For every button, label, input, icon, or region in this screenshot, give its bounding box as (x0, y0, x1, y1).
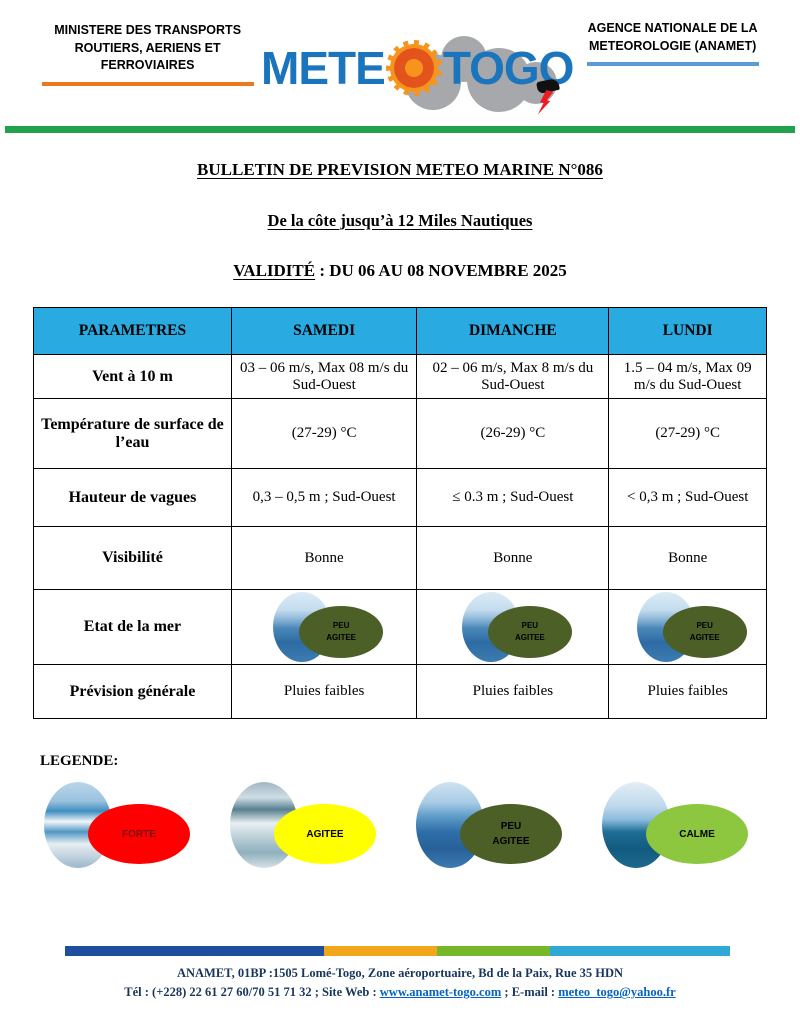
sea-state-label: AGITEE (514, 633, 545, 642)
scope-title: De la côte jusqu’à 12 Miles Nautiques (267, 211, 533, 230)
ministry-line1: MINISTERE DES TRANSPORTS (54, 23, 242, 37)
header: MINISTERE DES TRANSPORTS ROUTIERS, AERIE… (0, 0, 800, 122)
sea-state-badge: PEU AGITEE (265, 592, 384, 662)
col-header-dimanche: DIMANCHE (416, 307, 610, 355)
sea-state-label: PEU (521, 621, 539, 630)
validity-value: : DU 06 AU 08 NOVEMBRE 2025 (315, 261, 567, 280)
legend-item-calme: CALME (602, 780, 748, 875)
row-param: Vent à 10 m (33, 354, 232, 399)
sea-state-badge: PEU AGITEE (454, 592, 572, 662)
footer-bar-segment-cyan (550, 946, 730, 956)
agency-block: AGENCE NATIONALE DE LA METEOROLOGIE (ANA… (567, 16, 778, 66)
table-cell: (27-29) °C (230, 398, 418, 469)
email-link[interactable]: meteo_togo@yahoo.fr (558, 985, 676, 1000)
bulletin-title: BULLETIN DE PREVISION METEO MARINE N°086 (197, 160, 603, 179)
table-cell: < 0,3 m ; Sud-Ouest (608, 468, 767, 527)
legend-item-label: AGITEE (306, 828, 344, 840)
legend-item-label: AGITEE (492, 836, 530, 847)
sea-state-oval: PEU AGITEE (487, 606, 572, 658)
table-row-vagues: Hauteur de vagues 0,3 – 0,5 m ; Sud-Oues… (33, 468, 767, 527)
table-cell: 0,3 – 0,5 m ; Sud-Ouest (230, 468, 418, 527)
legend-item-label: FORTE (122, 828, 156, 840)
table-row-visibilite: Visibilité Bonne Bonne Bonne (33, 526, 767, 590)
legend-oval-peu-agitee: PEU AGITEE (460, 804, 562, 864)
logo-text-left: METE (261, 42, 386, 94)
row-param: Etat de la mer (33, 589, 232, 665)
table-cell: Bonne (608, 526, 767, 590)
col-header-samedi: SAMEDI (230, 307, 418, 355)
lightning-icon (533, 77, 561, 116)
forecast-table: PARAMETRES SAMEDI DIMANCHE LUNDI Vent à … (33, 307, 767, 719)
validity-title: VALIDITÉ : DU 06 AU 08 NOVEMBRE 2025 (0, 261, 800, 281)
legend-item-label: CALME (679, 828, 715, 840)
row-param: Visibilité (33, 526, 232, 590)
table-cell: 02 – 06 m/s, Max 8 m/s du Sud-Ouest (416, 354, 610, 399)
footer-bar-segment-blue (65, 946, 325, 956)
table-cell-sea-state: PEU AGITEE (416, 589, 610, 665)
sea-state-badge: PEU AGITEE (629, 592, 747, 662)
table-row-temperature: Température de surface de l’eau (27-29) … (33, 398, 767, 469)
sea-state-label: AGITEE (689, 633, 720, 642)
table-cell: Pluies faibles (230, 664, 418, 719)
row-param: Hauteur de vagues (33, 468, 232, 527)
table-cell: (27-29) °C (608, 398, 767, 469)
legend-item-peu-agitee: PEU AGITEE (416, 780, 562, 875)
legend-oval-agitee: AGITEE (274, 804, 376, 864)
sun-icon (385, 40, 442, 96)
table-cell: Bonne (416, 526, 610, 590)
green-divider (5, 126, 795, 133)
legend-oval-forte: FORTE (88, 804, 190, 864)
agency-line1: AGENCE NATIONALE DE LA (587, 21, 758, 35)
table-cell-sea-state: PEU AGITEE (608, 589, 767, 665)
ministry-block: MINISTERE DES TRANSPORTS ROUTIERS, AERIE… (28, 16, 267, 86)
footer: ANAMET, 01BP :1505 Lomé-Togo, Zone aérop… (0, 946, 800, 1003)
table-cell: Pluies faibles (416, 664, 610, 719)
footer-email-label: ; E-mail : (501, 985, 559, 1000)
footer-bar-segment-green (437, 946, 551, 956)
sea-state-label: AGITEE (326, 633, 357, 642)
footer-bar-segment-orange (324, 946, 438, 956)
ministry-underline (41, 81, 254, 86)
table-cell: Bonne (230, 526, 418, 590)
table-cell: ≤ 0.3 m ; Sud-Ouest (416, 468, 610, 527)
row-param: Température de surface de l’eau (33, 398, 232, 469)
sea-state-oval: PEU AGITEE (662, 606, 747, 658)
row-param: Prévision générale (33, 664, 232, 719)
col-header-lundi: LUNDI (608, 307, 767, 355)
footer-address: ANAMET, 01BP :1505 Lomé-Togo, Zone aérop… (176, 966, 624, 980)
table-cell: 1.5 – 04 m/s, Max 09 m/s du Sud-Ouest (608, 354, 767, 399)
table-header-row: PARAMETRES SAMEDI DIMANCHE LUNDI (33, 307, 767, 355)
table-row-prevision: Prévision générale Pluies faibles Pluies… (33, 664, 767, 719)
website-link[interactable]: www.anamet-togo.com (379, 985, 502, 1000)
footer-text: ANAMET, 01BP :1505 Lomé-Togo, Zone aérop… (0, 964, 800, 1003)
table-cell: 03 – 06 m/s, Max 08 m/s du Sud-Ouest (230, 354, 418, 399)
table-row-etat-mer: Etat de la mer PEU AGITEE PEU AGITEE (33, 589, 767, 665)
col-header-parametres: PARAMETRES (33, 307, 232, 355)
sea-state-label: PEU (696, 621, 713, 630)
table-cell: Pluies faibles (608, 664, 767, 719)
titles: BULLETIN DE PREVISION METEO MARINE N°086… (0, 160, 800, 281)
table-cell-sea-state: PEU AGITEE (230, 589, 418, 665)
legend-item-label: PEU (500, 821, 522, 832)
footer-tel: Tél : (+228) 22 61 27 60/70 51 71 32 ; S… (124, 985, 380, 1000)
footer-color-bar (65, 946, 730, 956)
table-row-vent: Vent à 10 m 03 – 06 m/s, Max 08 m/s du S… (33, 354, 767, 399)
legend-item-agitee: AGITEE (230, 780, 376, 875)
sea-state-label: PEU (332, 621, 350, 630)
footer-contact: Tél : (+228) 22 61 27 60/70 51 71 32 ; S… (0, 983, 800, 1002)
validity-label: VALIDITÉ (233, 261, 316, 280)
legend: FORTE AGITEE PEU AGITEE CALME (0, 770, 800, 875)
table-cell: (26-29) °C (416, 398, 610, 469)
meteo-togo-logo: METE TOGO (261, 18, 574, 118)
agency-underline (586, 62, 759, 66)
legend-label: LEGENDE: (40, 753, 119, 769)
ministry-line2: ROUTIERS, AERIENS ET FERROVIAIRES (74, 40, 221, 73)
agency-line2: METEOROLOGIE (ANAMET) (588, 38, 757, 53)
legend-item-forte: FORTE (44, 780, 190, 875)
legend-oval-calme: CALME (646, 804, 748, 864)
sea-state-oval: PEU AGITEE (299, 606, 384, 658)
